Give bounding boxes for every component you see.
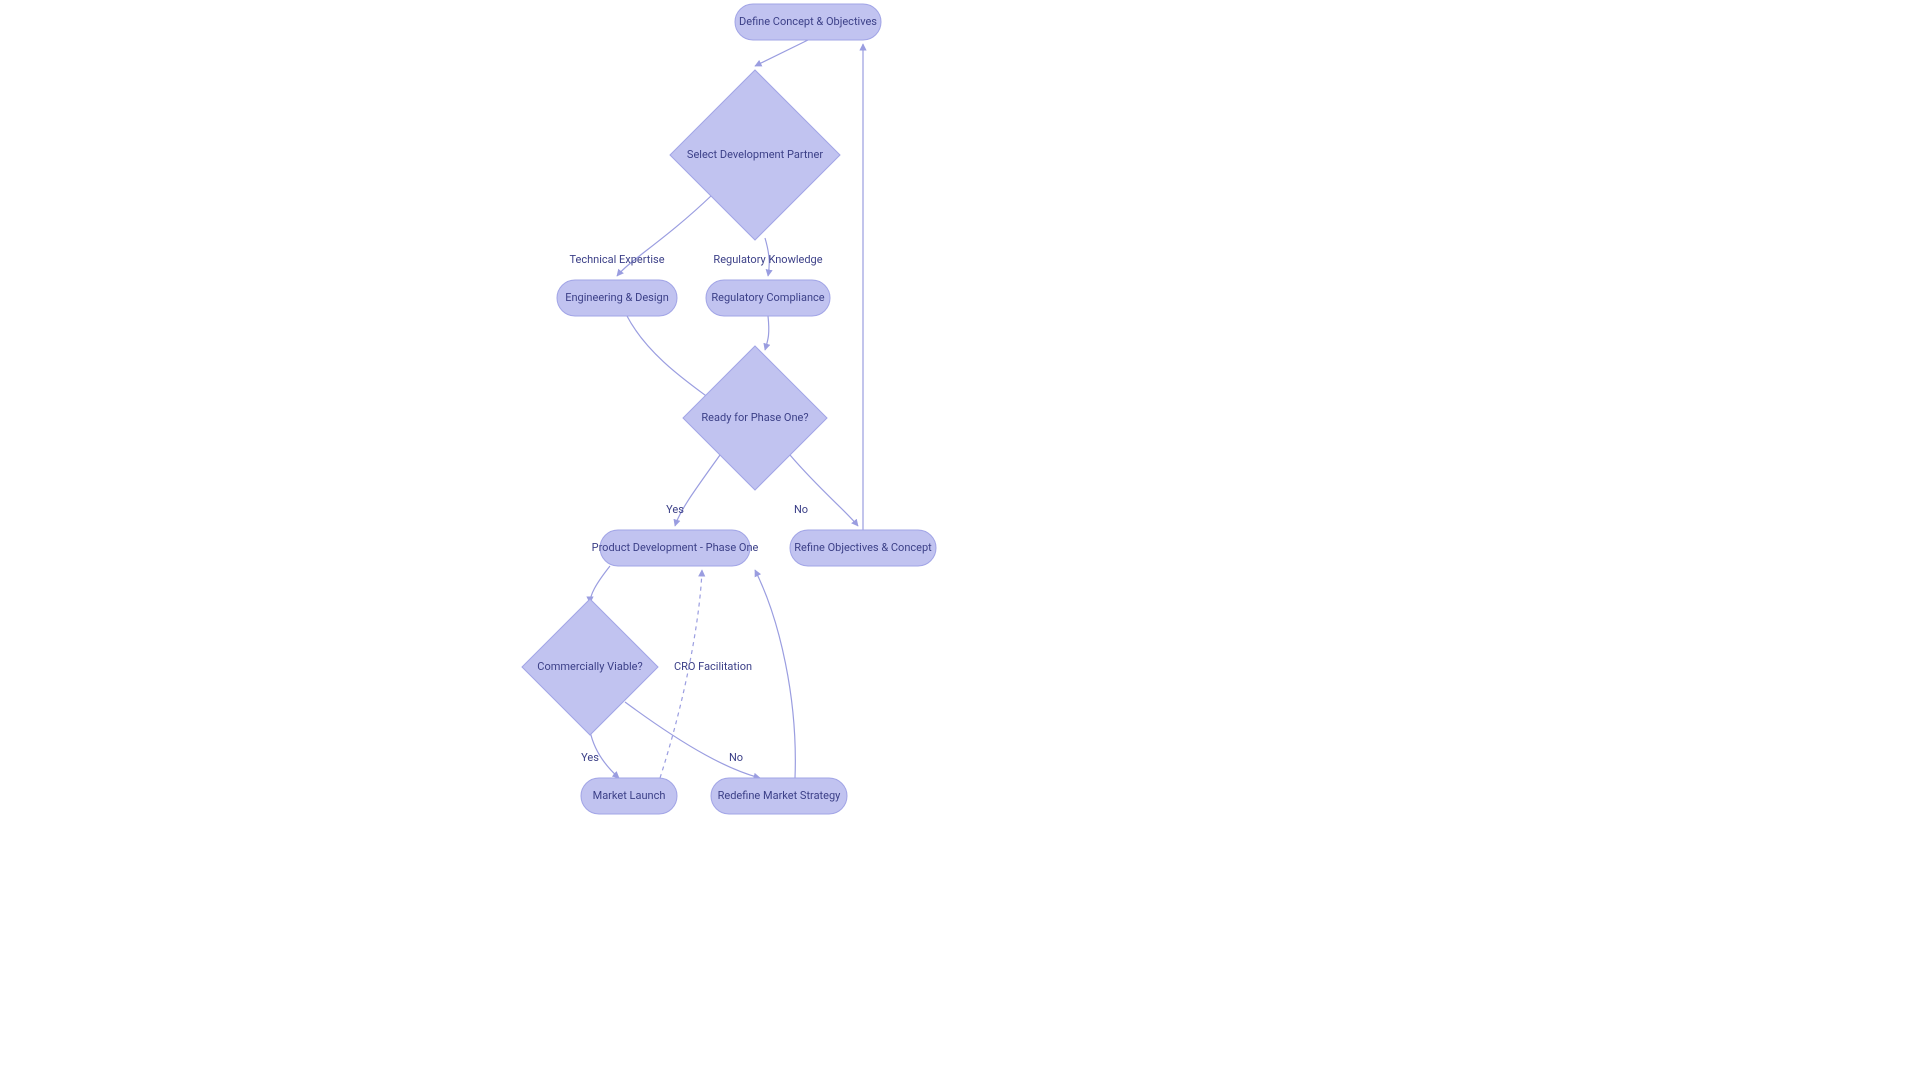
edge-label-ready-phase1: Yes [666, 503, 684, 516]
node-phase1: Product Development - Phase One [592, 530, 759, 566]
node-launch: Market Launch [581, 778, 677, 814]
node-label-select: Select Development Partner [687, 148, 823, 161]
node-label-ready: Ready for Phase One? [701, 411, 808, 424]
edge-define-select [755, 40, 808, 66]
node-viable: Commercially Viable? [522, 599, 658, 735]
node-label-define: Define Concept & Objectives [739, 15, 877, 28]
node-label-redef: Redefine Market Strategy [718, 789, 842, 802]
node-label-launch: Market Launch [593, 789, 666, 802]
edge-viable-redef [625, 702, 760, 778]
edge-label-ready-refine: No [794, 503, 808, 516]
node-refine: Refine Objectives & Concept [790, 530, 936, 566]
edge-label-viable-launch: Yes [581, 751, 599, 764]
edge-label-select-eng: Technical Expertise [569, 253, 664, 266]
edge-label-viable-redef: No [729, 751, 743, 764]
node-reg: Regulatory Compliance [706, 280, 830, 316]
edge-reg-ready [765, 316, 769, 350]
node-label-eng: Engineering & Design [565, 291, 669, 304]
edge-label-select-reg: Regulatory Knowledge [713, 253, 822, 266]
node-redef: Redefine Market Strategy [711, 778, 847, 814]
edge-eng-ready [627, 316, 718, 405]
edge-phase1-viable [590, 566, 610, 603]
node-label-viable: Commercially Viable? [537, 660, 642, 673]
edge-label-launch-phase1: CRO Facilitation [674, 660, 752, 673]
edge-launch-phase1 [660, 570, 702, 778]
node-label-refine: Refine Objectives & Concept [794, 541, 932, 554]
edge-redef-phase1 [755, 570, 795, 778]
node-label-phase1: Product Development - Phase One [592, 541, 759, 554]
node-select: Select Development Partner [670, 70, 840, 240]
node-ready: Ready for Phase One? [683, 346, 827, 490]
node-label-reg: Regulatory Compliance [711, 291, 824, 304]
node-eng: Engineering & Design [557, 280, 677, 316]
node-define: Define Concept & Objectives [735, 4, 881, 40]
